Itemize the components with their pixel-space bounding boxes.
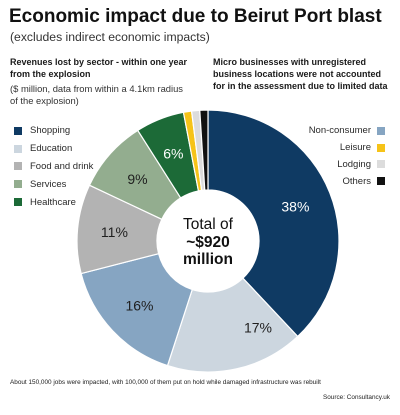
legend-swatch-lodging xyxy=(377,160,385,169)
legend-item-healthcare: Healthcare xyxy=(14,193,93,211)
donut-data-labels: 38% 17% 16% 11% 9% 6% xyxy=(101,146,309,336)
legend-label: Leisure xyxy=(339,142,371,154)
slice-label-food-and-drink: 11% xyxy=(101,224,128,240)
chart-heading-note: Revenues lost by sector - within one yea… xyxy=(10,56,187,107)
legend-label: Services xyxy=(30,178,67,190)
legend-item-education: Education xyxy=(14,140,93,158)
legend-swatch-shopping xyxy=(14,126,22,135)
legend-item-food-and-drink: Food and drink xyxy=(14,158,93,176)
legend-item-leisure: Leisure xyxy=(309,139,385,156)
slice-label-education: 17% xyxy=(244,320,272,336)
legend-label: Others xyxy=(342,175,371,187)
legend-swatch-others xyxy=(377,177,385,185)
center-total-unit: million xyxy=(183,251,233,268)
legend-label: Education xyxy=(30,143,73,155)
source-credit: Source: Consultancy.uk xyxy=(322,394,390,401)
slice-label-services: 9% xyxy=(127,171,147,187)
slice-label-healthcare: 6% xyxy=(163,146,183,162)
legend-label: Food and drink xyxy=(30,160,94,172)
legend-swatch-non-consumer xyxy=(377,126,385,135)
slice-non-consumer xyxy=(80,252,193,367)
assessment-note: Micro businesses with unregistered busin… xyxy=(213,56,388,92)
assessment-note-line: Micro businesses with unregistered xyxy=(213,57,367,67)
legend-right: Non-consumer Leisure Lodging Others xyxy=(309,123,385,190)
footnote: About 150,000 jobs were impacted, with 1… xyxy=(10,379,321,386)
center-total-line: Total of xyxy=(183,216,233,233)
donut-center-total: Total of ~$920 million xyxy=(158,216,258,269)
center-total-amount: ~$920 xyxy=(186,233,230,251)
chart-heading-line: from the explosion xyxy=(10,69,91,79)
legend-left: Shopping Education Food and drink Servic… xyxy=(14,122,93,211)
legend-item-shopping: Shopping xyxy=(14,122,93,140)
slice-education xyxy=(166,277,299,373)
chart-unit-line: ($ million, data from within a 4.1km rad… xyxy=(10,83,183,94)
slice-others xyxy=(199,109,209,191)
donut-slices xyxy=(76,109,340,373)
chart-heading-line: Revenues lost by sector - within one yea… xyxy=(10,57,188,67)
page-title: Economic impact due to Beirut Port blast xyxy=(9,6,382,27)
legend-item-others: Others xyxy=(309,173,385,190)
slice-label-non-consumer: 16% xyxy=(125,297,153,313)
assessment-note-line: business locations were not accounted xyxy=(213,69,382,79)
chart-unit-line: of the explosion) xyxy=(10,95,79,106)
legend-label: Non-consumer xyxy=(308,125,371,137)
legend-swatch-healthcare xyxy=(14,198,22,207)
page-subtitle: (excludes indirect economic impacts) xyxy=(10,30,210,44)
legend-item-services: Services xyxy=(14,175,93,193)
legend-swatch-education xyxy=(14,144,22,153)
legend-item-lodging: Lodging xyxy=(309,156,385,173)
slice-label-shopping: 38% xyxy=(281,198,309,214)
legend-label: Shopping xyxy=(30,125,71,137)
assessment-note-line: for in the assessment due to limited dat… xyxy=(213,81,388,91)
legend-label: Lodging xyxy=(337,158,371,170)
legend-label: Healthcare xyxy=(30,196,76,208)
legend-swatch-services xyxy=(14,180,22,189)
legend-swatch-food-and-drink xyxy=(14,162,22,171)
legend-swatch-leisure xyxy=(377,143,385,152)
legend-item-non-consumer: Non-consumer xyxy=(309,123,385,140)
slice-shopping xyxy=(207,109,340,338)
